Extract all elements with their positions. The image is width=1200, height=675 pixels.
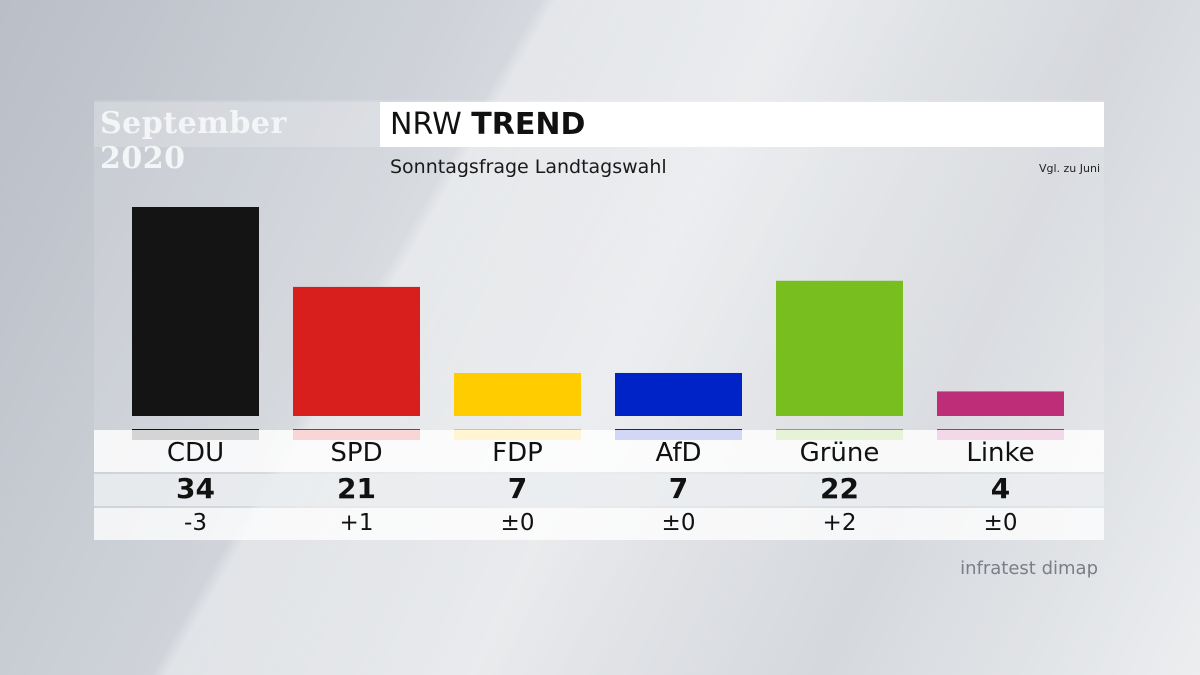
value-label-linke: 4 <box>990 472 1011 505</box>
change-label-spd: +1 <box>339 510 374 536</box>
party-label-cdu: CDU <box>166 438 225 468</box>
date-label: September 2020 <box>100 106 287 176</box>
title-bar: NRW TREND <box>380 102 1104 147</box>
page-title: NRW TREND <box>390 107 585 142</box>
date-label-box: September 2020 <box>94 102 380 176</box>
party-label-linke: Linke <box>966 438 1035 468</box>
bar-cdu <box>132 207 259 416</box>
party-label-spd: SPD <box>330 438 383 468</box>
party-label-fdp: FDP <box>492 438 543 468</box>
value-label-cdu: 34 <box>176 472 215 505</box>
value-label-afd: 7 <box>668 472 689 505</box>
chart-subtitle: Sonntagsfrage Landtagswahl <box>390 156 667 178</box>
party-label-afd: AfD <box>655 438 702 468</box>
change-label-fdp: ±0 <box>500 510 535 536</box>
bar-fdp <box>454 372 581 416</box>
comparison-note: Vgl. zu Juni <box>1038 162 1100 175</box>
party-name-row <box>94 430 1104 472</box>
party-label-gr-ne: Grüne <box>799 438 880 468</box>
bar-linke <box>937 391 1064 416</box>
change-label-afd: ±0 <box>661 510 696 536</box>
change-row <box>94 508 1104 540</box>
bar-spd <box>293 286 420 416</box>
bar-afd <box>615 372 742 416</box>
value-label-fdp: 7 <box>507 472 528 505</box>
value-label-spd: 21 <box>337 472 376 505</box>
value-row <box>94 474 1104 506</box>
value-label-gr-ne: 22 <box>820 472 859 505</box>
title-regular: NRW <box>390 107 472 142</box>
title-bold: TREND <box>471 107 586 142</box>
change-label-linke: ±0 <box>983 510 1018 536</box>
source-label: infratest dimap <box>960 558 1098 579</box>
bar-gr-ne <box>776 280 903 416</box>
change-label-gr-ne: +2 <box>822 510 857 536</box>
change-label-cdu: -3 <box>184 510 207 536</box>
